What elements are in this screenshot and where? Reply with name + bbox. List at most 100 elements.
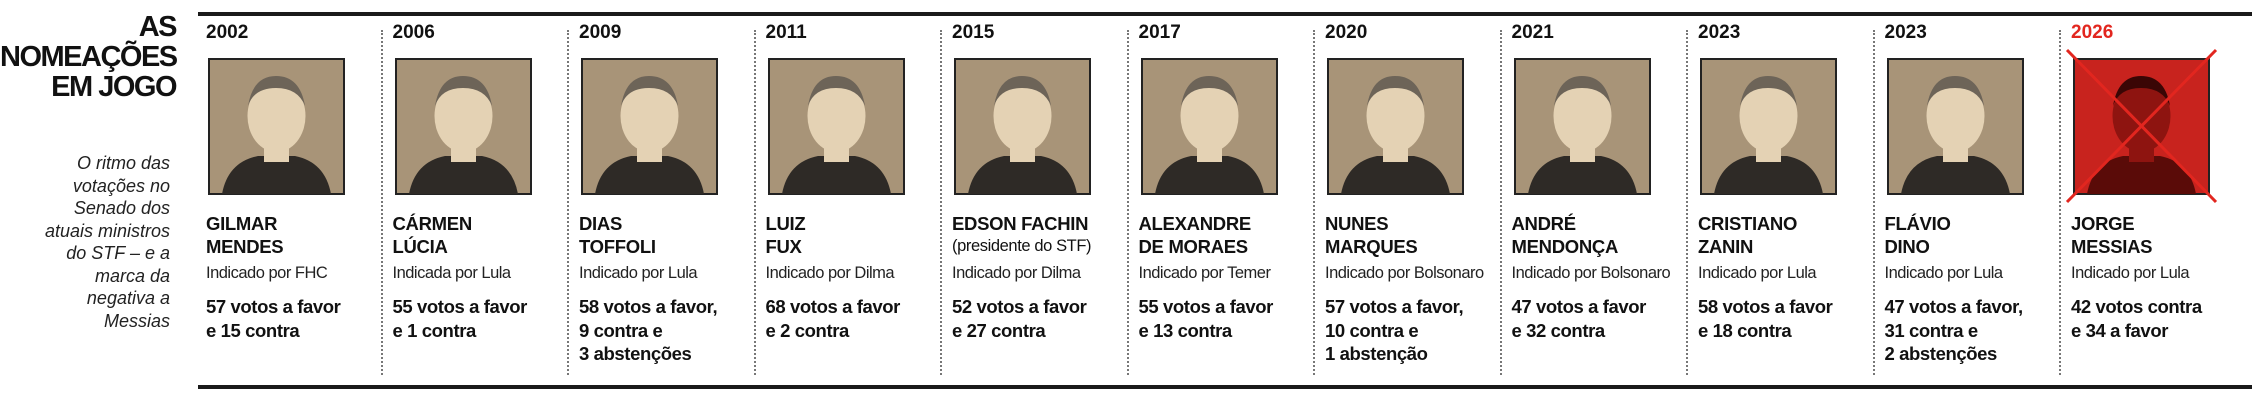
- name: CRISTIANO ZANIN: [1698, 212, 1797, 258]
- votes-line: 3 abstenções: [579, 343, 692, 364]
- portrait: [1886, 58, 2024, 195]
- votes-line: 47 votos a favor,: [1884, 296, 2024, 317]
- name-line: CRISTIANO: [1698, 213, 1798, 234]
- name-line: ANDRÉ: [1511, 213, 1577, 234]
- indicated-by: Indicado por Bolsonaro: [1511, 264, 1671, 282]
- separator: [753, 30, 756, 375]
- nominee: 2026 JORGE MESSIAS Indicado por Lula 42 vot…: [2065, 22, 2253, 372]
- separator: [2059, 30, 2061, 375]
- subtitle-line: O ritmo das: [76, 153, 170, 173]
- year: 2023: [1884, 22, 1927, 43]
- votes-line: 2 abstenções: [1884, 343, 1998, 364]
- subtitle-line: negativa a: [86, 288, 170, 308]
- name: FLÁVIO DINO: [1885, 212, 1951, 258]
- votes: 47 votos a favor e 32 contra: [1511, 295, 1647, 342]
- name-line: DINO: [1884, 236, 1930, 257]
- nominee: 2017 ALEXANDRE DE MORAES Indicado por Teme…: [1135, 22, 1321, 372]
- name-line: TOFFOLI: [579, 236, 656, 257]
- votes: 55 votos a favor e 13 contra: [1138, 295, 1274, 342]
- name-line: MENDONÇA: [1511, 236, 1619, 257]
- portrait: [394, 58, 532, 195]
- title-line: AS: [138, 11, 178, 43]
- separator: [380, 30, 383, 375]
- indicated-by: Indicado por Lula: [579, 264, 698, 282]
- nominee: 2020 NUNES MARQUES Indicado por Bolsonaro 5…: [1321, 22, 1507, 372]
- name-line: EDSON FACHIN: [952, 213, 1089, 234]
- portrait: [1700, 58, 1837, 195]
- name-line: FUX: [765, 236, 802, 257]
- separator: [1872, 30, 1875, 375]
- separator: [1126, 30, 1129, 375]
- year: 2009: [579, 22, 622, 43]
- votes-line: e 32 contra: [1511, 319, 1606, 341]
- votes-line: 9 contra e: [579, 319, 663, 341]
- nominee: 2009 DIAS TOFFOLI Indicado por Lula 58 voto…: [575, 22, 761, 372]
- title-line: EM JOGO: [51, 71, 177, 103]
- nominee: 2023 FLÁVIO DINO Indicado por Lula 47 votos…: [1881, 22, 2067, 372]
- votes: 58 votos a favor e 18 contra: [1698, 295, 1833, 342]
- separator: [1686, 30, 1688, 375]
- indicated-by: Indicado por Lula: [2071, 264, 2190, 282]
- votes-line: 58 votos a favor,: [579, 296, 718, 317]
- name: ANDRÉ MENDONÇA: [1512, 212, 1619, 258]
- name-line: MESSIAS: [2071, 236, 2153, 257]
- votes-line: e 27 contra: [952, 319, 1046, 341]
- votes-line: 42 votos contra: [2071, 296, 2202, 317]
- indicated-by: Indicado por Lula: [1698, 264, 1817, 282]
- portrait: [208, 58, 345, 195]
- separator: [567, 30, 569, 375]
- separator: [1499, 30, 1502, 375]
- subtitle-line: Senado dos: [73, 198, 170, 218]
- votes-line: 58 votos a favor: [1698, 296, 1833, 317]
- votes: 68 votos a favor e 2 contra: [765, 295, 901, 342]
- votes-line: 55 votos a favor: [392, 296, 528, 317]
- year: 2020: [1325, 22, 1368, 43]
- votes-line: e 1 contra: [392, 319, 477, 341]
- portrait: [1327, 58, 1464, 195]
- votes-line: 47 votos a favor: [1511, 296, 1647, 317]
- votes: 52 votos a favor e 27 contra: [952, 295, 1087, 342]
- title: AS NOMEAÇÕES EM JOGO: [0, 11, 178, 103]
- name-line: LUIZ: [765, 213, 806, 234]
- subtitle-line: marca da: [94, 265, 170, 286]
- nominee: 2011 LUIZ FUX Indicado por Dilma 68 votos a…: [762, 22, 948, 372]
- name: CÁRMEN LÚCIA: [392, 212, 473, 258]
- portrait: [1513, 58, 1651, 195]
- year: 2023: [1698, 22, 1741, 43]
- votes-line: 68 votos a favor: [765, 296, 901, 317]
- indicated-by: Indicado por Temer: [1138, 264, 1271, 282]
- nominee: 2023 CRISTIANO ZANIN Indicado por Lula 58 v…: [1694, 22, 1880, 372]
- portrait: [954, 58, 1091, 195]
- name: ALEXANDRE DE MORAES: [1138, 212, 1252, 258]
- name-line: CÁRMEN: [392, 213, 473, 234]
- name-line: NUNES: [1325, 213, 1389, 234]
- portrait: [1140, 58, 1278, 195]
- votes-line: e 18 contra: [1698, 319, 1792, 341]
- top-rule: [198, 12, 2252, 16]
- votes-line: 55 votos a favor: [1138, 296, 1274, 317]
- indicated-by: Indicado por Dilma: [952, 264, 1081, 282]
- subtitle-line: do STF – e a: [66, 243, 170, 263]
- bottom-rule: [198, 385, 2252, 389]
- indicated-by: Indicado por Dilma: [765, 264, 895, 282]
- indicated-by: Indicado por FHC: [206, 264, 328, 282]
- name-line: MARQUES: [1325, 236, 1418, 257]
- votes: 55 votos a favor e 1 contra: [392, 295, 528, 342]
- name-line: DE MORAES: [1138, 236, 1249, 257]
- subtitle-line: votações no: [72, 175, 170, 196]
- nominee: 2021 ANDRÉ MENDONÇA Indicado por Bolsonaro…: [1508, 22, 1694, 372]
- portrait: [2065, 48, 2218, 204]
- separator: [1313, 30, 1315, 375]
- nominee: 2015 EDSON FACHIN (presidente do STF) Indi…: [948, 22, 1134, 372]
- year: 2011: [765, 22, 807, 43]
- name-line: JORGE: [2071, 213, 2135, 234]
- portrait: [767, 58, 905, 195]
- name: JORGE MESSIAS: [2071, 212, 2152, 258]
- nominee: 2006 CÁRMEN LÚCIA Indicada por Lula 55 voto…: [389, 22, 575, 372]
- separator: [940, 30, 942, 375]
- votes-line: e 13 contra: [1138, 319, 1233, 341]
